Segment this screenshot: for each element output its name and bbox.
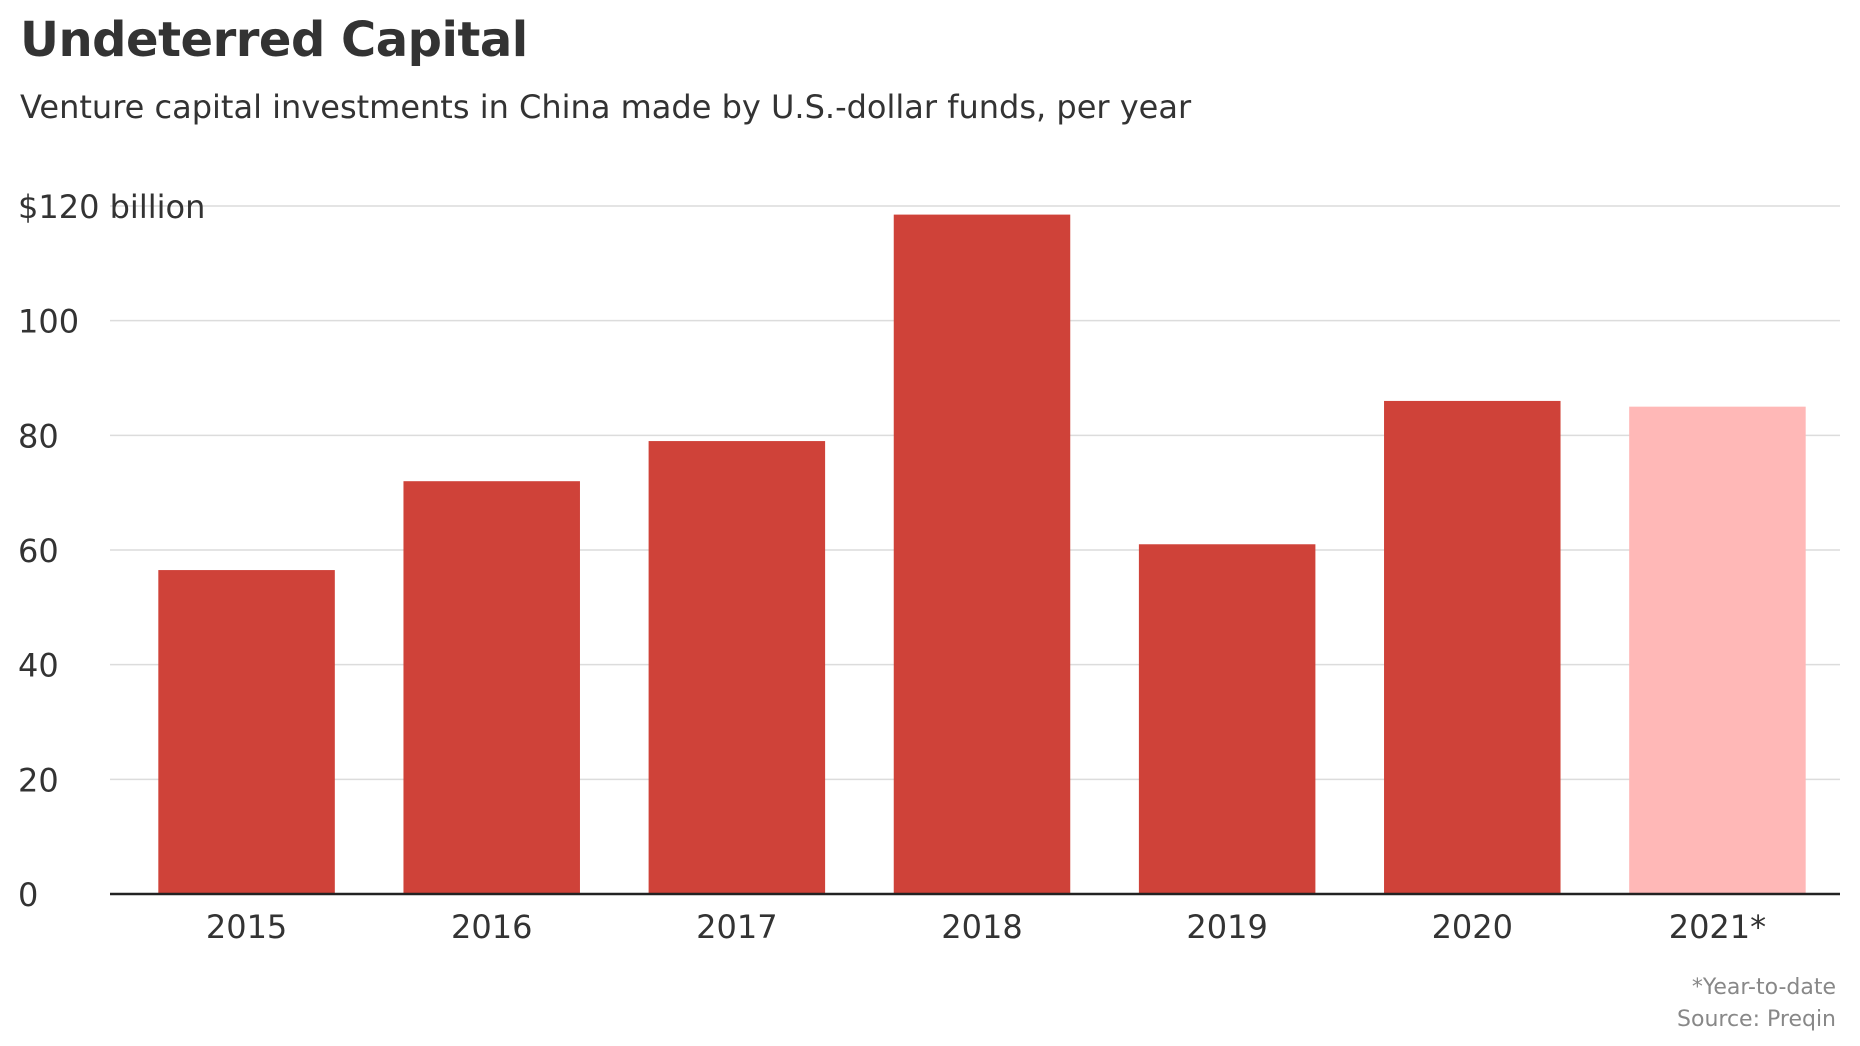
y-tick-label: 0 — [18, 876, 38, 914]
bar — [1138, 544, 1316, 894]
bar — [1384, 400, 1561, 894]
y-tick-label: 100 — [18, 303, 79, 341]
chart-footnotes: *Year-to-date Source: Preqin — [1677, 972, 1836, 1036]
y-tick-label: 40 — [18, 647, 59, 685]
source-note: Source: Preqin — [1677, 1007, 1836, 1032]
y-tick-label: 60 — [18, 532, 59, 570]
x-tick-label: 2019 — [1186, 908, 1267, 946]
x-tick-label: 2016 — [451, 908, 532, 946]
y-tick-label: 20 — [18, 761, 59, 799]
chart-title: Undeterred Capital — [20, 12, 528, 68]
y-tick-label: $120 billion — [18, 188, 205, 226]
footnote-year-to-date: *Year-to-date — [1691, 975, 1836, 1000]
bar — [648, 441, 826, 894]
x-tick-label: 2017 — [696, 908, 777, 946]
x-tick-label: 2018 — [941, 908, 1022, 946]
bar — [1629, 406, 1806, 894]
bar — [893, 214, 1071, 895]
chart-subtitle: Venture capital investments in China mad… — [20, 88, 1192, 126]
x-tick-label: 2020 — [1432, 908, 1513, 946]
y-tick-label: 80 — [18, 417, 59, 455]
x-tick-label: 2015 — [206, 908, 287, 946]
bar — [158, 570, 335, 894]
bar — [403, 481, 580, 894]
x-tick-label: 2021* — [1669, 908, 1766, 946]
